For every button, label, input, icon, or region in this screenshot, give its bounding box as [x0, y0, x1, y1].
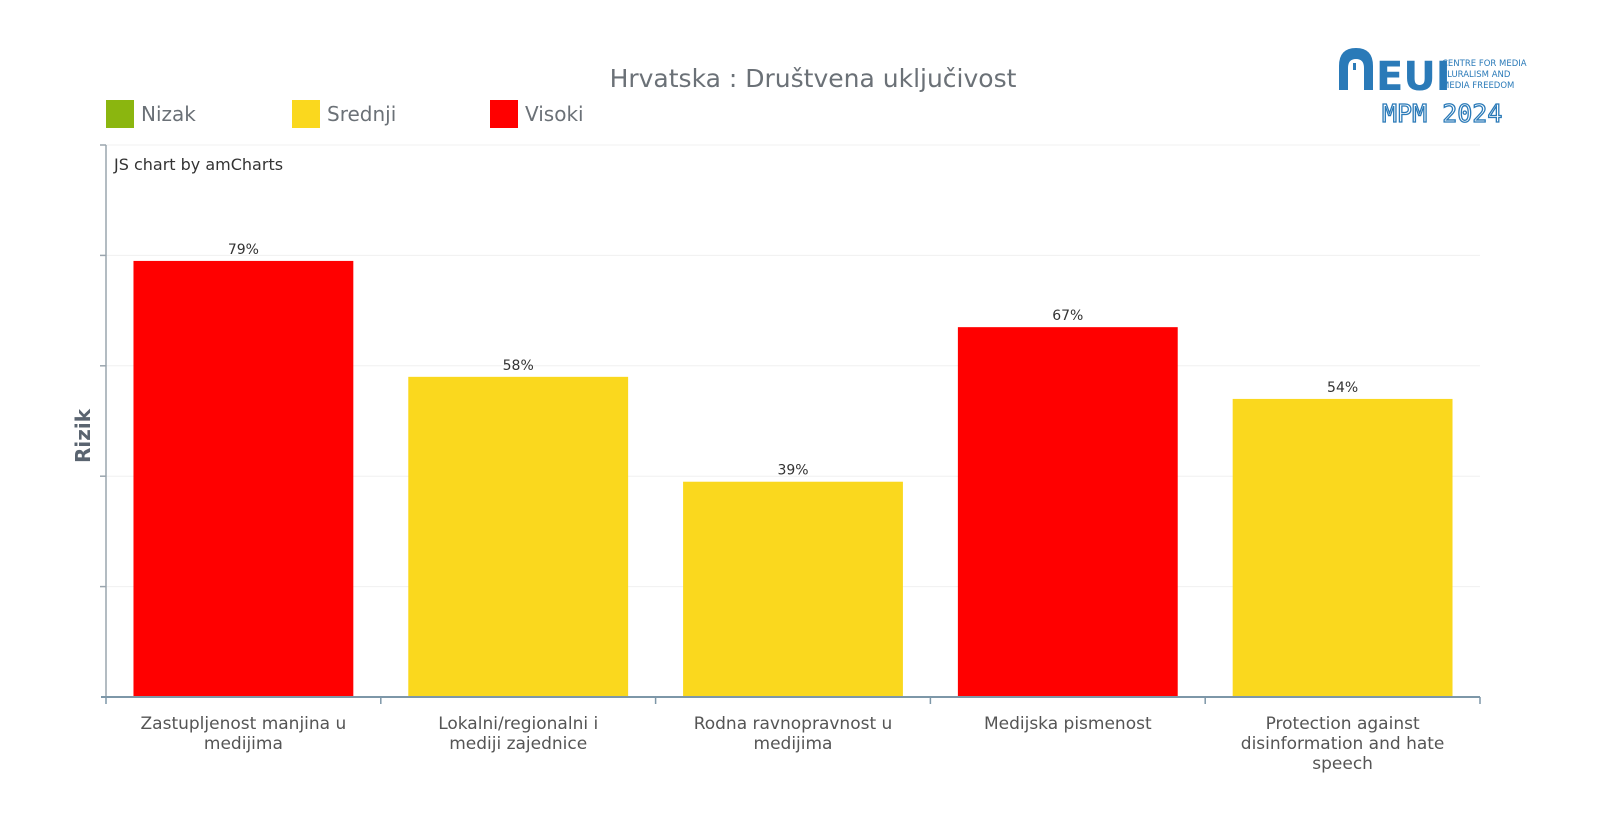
bar-value-label: 39% [777, 463, 808, 479]
category-label-line: medijima [754, 734, 833, 754]
chart-title: Hrvatska : Društvena uključivost [610, 64, 1017, 93]
legend-label-nizak: Nizak [141, 102, 196, 126]
category-label: Medijska pismenost [984, 714, 1152, 734]
category-label: Zastupljenost manjina u medijima [141, 714, 347, 754]
category-labels: Zastupljenost manjina u medijimaLokalni/r… [141, 714, 1445, 774]
category-label-line: Zastupljenost manjina u [141, 714, 347, 734]
bar-value-label: 67% [1052, 308, 1083, 324]
category-label-line: mediji zajednice [449, 734, 587, 754]
logo-line-1: CENTRE FOR MEDIA [1442, 59, 1527, 69]
bar-value-label: 79% [228, 242, 259, 258]
category-label-line: disinformation and hate [1241, 734, 1445, 754]
bar-value-label: 58% [503, 358, 534, 374]
legend: Nizak Srednji Visoki [106, 100, 584, 128]
logo-eui-text: EUI [1376, 54, 1451, 100]
legend-label-visoki: Visoki [525, 102, 584, 126]
bar-value-label: 54% [1327, 380, 1358, 396]
category-label-line: Protection against [1266, 714, 1420, 734]
category-label-line: Lokalni/regionalni i [438, 714, 598, 734]
legend-swatch-srednji [292, 100, 320, 128]
category-label: Lokalni/regionalni i mediji zajednice [438, 714, 598, 754]
category-label: Rodna ravnopravnost u medijima [694, 714, 893, 754]
logo-edition: MPM 2024 [1382, 99, 1502, 128]
logo-line-2: PLURALISM AND [1442, 70, 1511, 80]
arch-icon [1339, 48, 1373, 90]
logo-line-3: MEDIA FREEDOM [1442, 81, 1514, 91]
category-label-line: Rodna ravnopravnost u [694, 714, 893, 734]
category-label-line: speech [1312, 754, 1373, 774]
bar [408, 376, 629, 697]
bar [957, 327, 1178, 697]
value-labels: 79% 58% 39% 67% 54% [228, 242, 1358, 479]
legend-swatch-nizak [106, 100, 134, 128]
chart-credit: JS chart by amCharts [113, 155, 283, 174]
legend-swatch-visoki [490, 100, 518, 128]
eui-logo: EUI CENTRE FOR MEDIA PLURALISM AND MEDIA… [1339, 48, 1527, 129]
bar [683, 481, 903, 697]
axes [100, 144, 1481, 704]
legend-label-srednji: Srednji [327, 102, 396, 126]
y-axis-title: Rizik [71, 408, 95, 463]
bars [133, 260, 1453, 697]
bar [133, 260, 354, 697]
category-label: Protection against disinformation and hat… [1241, 714, 1445, 774]
bar [1232, 398, 1453, 697]
arch-window-icon [1353, 63, 1356, 70]
category-label-line: Medijska pismenost [984, 714, 1152, 734]
category-label-line: medijima [204, 734, 283, 754]
